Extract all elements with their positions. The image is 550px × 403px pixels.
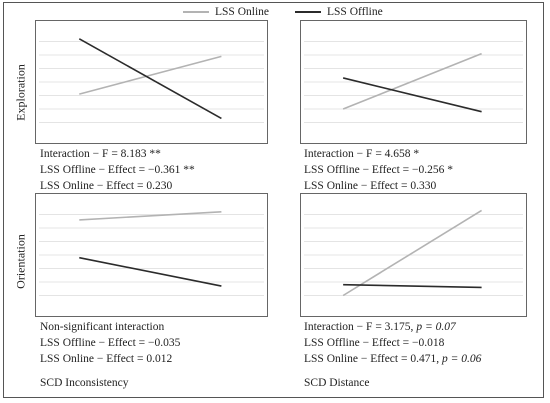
- stats-orientation-distance: Interaction − F = 3.175, p = 0.07 LSS Of…: [304, 319, 481, 367]
- series-line-lss-offline: [78, 38, 222, 120]
- legend: LSS Online LSS Offline: [183, 6, 383, 18]
- stat-line: Interaction − F = 3.175, p = 0.07: [304, 321, 456, 333]
- series-line-lss-online: [79, 55, 222, 95]
- plot-border: [300, 193, 527, 317]
- legend-item-online: LSS Online: [183, 6, 269, 18]
- stat-line: LSS Offline − Effect = −0.256 *: [304, 164, 454, 176]
- plot-border: [300, 20, 527, 144]
- stats-exploration-distance: Interaction − F = 4.658 * LSS Offline − …: [304, 146, 453, 194]
- series-line-lss-online: [342, 52, 482, 110]
- panel-exploration-distance: [300, 20, 527, 144]
- plot-svg: [35, 20, 268, 144]
- series-line-lss-online: [342, 209, 483, 297]
- plot-svg: [300, 20, 527, 144]
- legend-swatch-offline: [295, 11, 321, 13]
- row-label-orientation: Orientation: [13, 234, 28, 289]
- stat-line: LSS Offline − Effect = −0.361 **: [40, 164, 195, 176]
- plot-border: [35, 193, 268, 317]
- stat-line: LSS Offline − Effect = −0.035: [40, 337, 181, 349]
- stat-line: LSS Online − Effect = 0.230: [40, 180, 173, 192]
- series-line-lss-offline: [343, 283, 482, 289]
- stat-line: Non-significant interaction: [40, 321, 165, 333]
- plot-border: [35, 20, 268, 144]
- stat-line: LSS Online − Effect = 0.471, p = 0.06: [304, 353, 482, 365]
- panel-orientation-inconsistency: [35, 193, 268, 317]
- column-label-inconsistency: SCD Inconsistency: [40, 377, 129, 389]
- stat-line: LSS Offline − Effect = −0.018: [304, 337, 445, 349]
- plot-svg: [35, 193, 268, 317]
- series-line-lss-offline: [342, 77, 482, 113]
- column-label-distance: SCD Distance: [304, 377, 370, 389]
- panel-orientation-distance: [300, 193, 527, 317]
- stat-line: LSS Online − Effect = 0.330: [304, 180, 437, 192]
- legend-label-offline: LSS Offline: [327, 6, 383, 18]
- legend-item-offline: LSS Offline: [295, 6, 383, 18]
- stats-exploration-inconsistency: Interaction − F = 8.183 ** LSS Offline −…: [40, 146, 195, 194]
- legend-swatch-online: [183, 11, 209, 13]
- panel-exploration-inconsistency: [35, 20, 268, 144]
- stats-orientation-inconsistency: Non-significant interaction LSS Offline …: [40, 319, 180, 367]
- stat-line: LSS Online − Effect = 0.012: [40, 353, 173, 365]
- series-line-lss-online: [79, 211, 222, 221]
- stat-line: Interaction − F = 8.183 **: [40, 148, 161, 160]
- stat-line: Interaction − F = 4.658 *: [304, 148, 420, 160]
- plot-svg: [300, 193, 527, 317]
- legend-label-online: LSS Online: [215, 6, 269, 18]
- figure-frame: [3, 2, 544, 398]
- series-line-lss-offline: [79, 256, 222, 287]
- row-label-exploration: Exploration: [13, 64, 28, 121]
